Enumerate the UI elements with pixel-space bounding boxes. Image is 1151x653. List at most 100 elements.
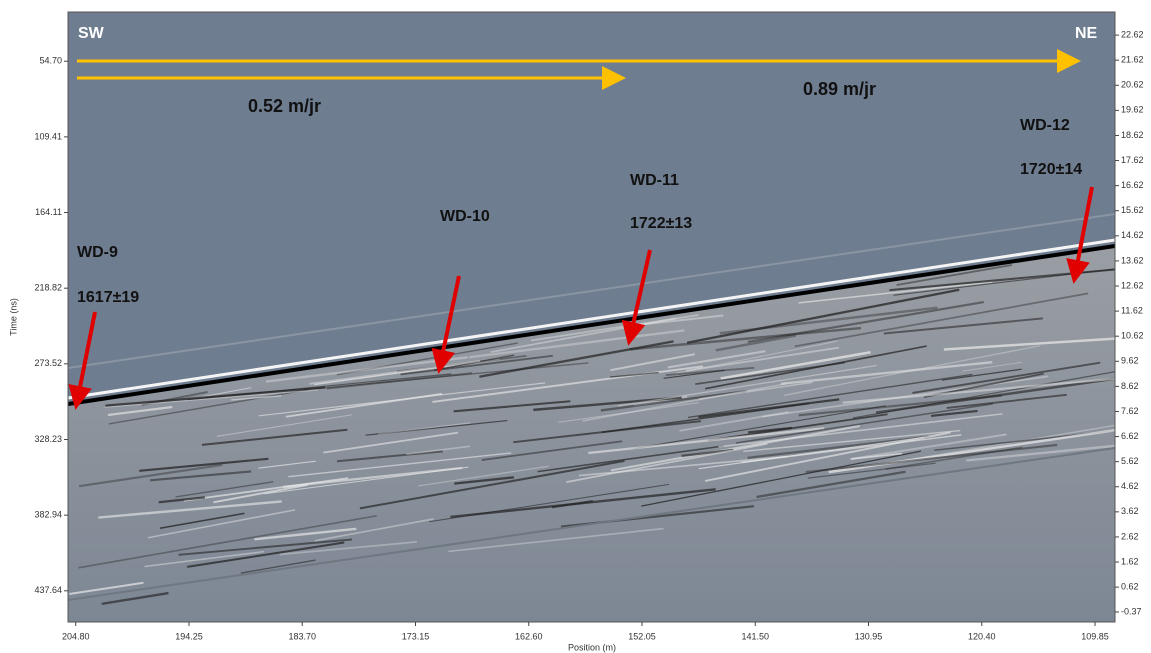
x-tick-label: 183.70 <box>288 631 316 641</box>
x-axis-label: Position (m) <box>568 642 616 652</box>
reflection <box>323 431 459 454</box>
annotation: 0.52 m/jr <box>248 96 321 116</box>
y2-tick-label: 20.62 <box>1121 80 1144 90</box>
reflection <box>609 371 659 378</box>
reflection <box>566 442 768 483</box>
y2-tick-label: -0.37 <box>1121 606 1142 616</box>
reflection <box>396 355 527 373</box>
reflection <box>187 541 345 568</box>
reflection <box>479 340 674 378</box>
y-tick-label: 328.23 <box>34 434 62 444</box>
x-tick-label: 173.15 <box>402 631 430 641</box>
reflection <box>365 419 508 436</box>
y2-tick-label: 8.62 <box>1121 381 1139 391</box>
reflection <box>159 512 245 530</box>
y2-tick-label: 18.62 <box>1121 130 1144 140</box>
reflection <box>481 440 623 461</box>
y-tick-label: 164.11 <box>35 207 62 217</box>
y2-tick-label: 5.62 <box>1121 456 1139 466</box>
reflection <box>943 337 1115 351</box>
reflection <box>336 450 443 463</box>
y-tick-label: 54.70 <box>39 56 62 66</box>
reflection <box>850 452 903 460</box>
y-axis-label: Time (ns) <box>8 298 18 336</box>
reflection <box>798 281 993 304</box>
y2-tick-label: 22.62 <box>1121 29 1144 39</box>
x-tick-label: 120.40 <box>968 631 996 641</box>
reflection <box>686 288 960 344</box>
reflection <box>756 470 906 499</box>
reflection <box>258 460 316 469</box>
reflection <box>842 377 1115 404</box>
reflection <box>780 360 993 385</box>
reflection <box>448 527 664 553</box>
y2-tick-label: 14.62 <box>1121 230 1144 240</box>
reflection <box>303 362 589 391</box>
y2-tick-label: 15.62 <box>1121 205 1144 215</box>
reflection <box>966 444 1115 462</box>
reflection <box>807 462 936 479</box>
reflection <box>288 452 512 478</box>
sample-arrow <box>621 249 652 346</box>
deep-band <box>68 447 1115 601</box>
reflection <box>264 466 469 495</box>
y-tick-label: 382.94 <box>34 510 62 520</box>
y2-tick-label: 3.62 <box>1121 506 1139 516</box>
reflection <box>582 382 788 422</box>
annotation: 0.89 m/jr <box>803 79 876 99</box>
reflection <box>685 346 839 372</box>
reflection <box>551 499 593 509</box>
reflection <box>558 402 699 423</box>
y2-tick-label: 11.62 <box>1121 305 1143 315</box>
sample-arrow <box>431 275 461 374</box>
y-tick-label: 273.52 <box>34 358 62 368</box>
reflection <box>400 354 553 376</box>
reflection <box>912 361 1101 394</box>
reflection <box>941 368 1022 381</box>
reflection <box>629 326 862 351</box>
reflection <box>533 396 682 412</box>
reflection <box>704 431 951 482</box>
reflection <box>708 413 888 442</box>
surface-reflector <box>68 244 1115 406</box>
reflection <box>326 372 473 390</box>
y-tick-label: 218.82 <box>34 283 62 293</box>
y2-tick-label: 10.62 <box>1121 331 1144 341</box>
reflection <box>530 314 699 342</box>
reflection <box>78 514 377 569</box>
reflection <box>139 457 269 472</box>
reflection <box>896 264 1013 286</box>
reflection <box>794 292 1089 348</box>
reflection <box>213 483 308 504</box>
reflection <box>279 541 417 556</box>
x-tick-label: 152.05 <box>628 631 656 641</box>
reflection <box>158 496 205 504</box>
reflection <box>875 377 1115 414</box>
reflection <box>231 395 282 401</box>
reflection <box>748 426 792 434</box>
reflection <box>946 393 1067 409</box>
reflection <box>101 591 169 606</box>
reflection <box>681 448 734 457</box>
reflection <box>665 366 755 377</box>
reflection <box>359 459 625 510</box>
reflection <box>175 481 274 498</box>
annotation: 1617±19 <box>77 289 139 306</box>
reflection <box>490 317 677 353</box>
reflection <box>715 334 797 352</box>
sample-arrow <box>1066 186 1094 284</box>
reflection <box>216 414 353 437</box>
reflection <box>98 500 282 519</box>
x-tick-label: 141.50 <box>741 631 769 641</box>
y2-tick-label: 19.62 <box>1121 105 1144 115</box>
x-tick-label: 162.60 <box>515 631 543 641</box>
reflection <box>429 483 670 523</box>
reflection <box>588 427 825 455</box>
reflection <box>747 300 984 344</box>
reflection <box>378 422 471 435</box>
reflection <box>406 445 471 456</box>
reflection <box>600 389 747 412</box>
x-tick-label: 194.25 <box>175 631 203 641</box>
